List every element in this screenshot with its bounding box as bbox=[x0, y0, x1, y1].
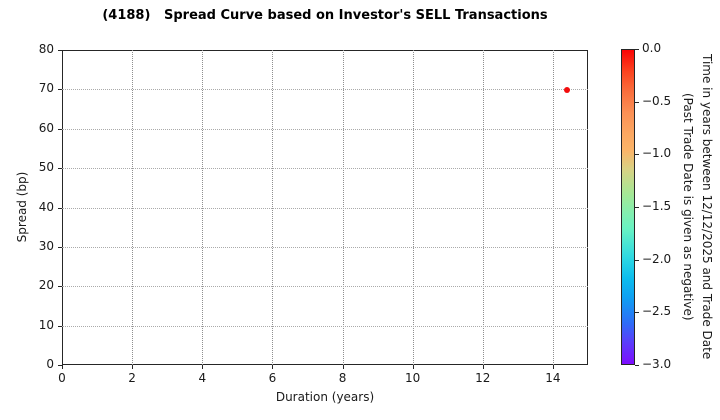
x-tick-label: 4 bbox=[198, 371, 207, 385]
colorbar-tick-label: −3.0 bbox=[642, 357, 672, 371]
colorbar-label-line2: (Past Trade Date is given as negative) bbox=[681, 93, 695, 321]
colorbar-tick-label: −0.5 bbox=[642, 93, 672, 108]
y-tick-mark bbox=[58, 207, 62, 209]
x-tick-mark bbox=[202, 365, 204, 369]
x-tick-mark bbox=[272, 365, 274, 369]
horizontal-gridline bbox=[62, 89, 588, 91]
colorbar-tick-mark bbox=[635, 101, 639, 103]
y-tick-label: 20 bbox=[38, 278, 54, 293]
y-tick-label: 50 bbox=[38, 160, 54, 175]
x-tick-label: 12 bbox=[475, 371, 491, 385]
colorbar-tick-label: −2.0 bbox=[642, 251, 672, 266]
x-tick-mark bbox=[482, 365, 484, 369]
x-tick-label: 6 bbox=[268, 371, 277, 385]
x-tick-label: 10 bbox=[405, 371, 421, 385]
x-tick-label: 8 bbox=[338, 371, 347, 385]
y-tick-mark bbox=[58, 325, 62, 327]
x-tick-label: 0 bbox=[58, 371, 66, 385]
colorbar-label: Time in years between 12/12/2025 and Tra… bbox=[676, 49, 716, 365]
colorbar-tick-mark bbox=[635, 365, 639, 366]
data-point bbox=[563, 87, 570, 94]
y-tick-label: 80 bbox=[38, 42, 54, 56]
y-tick-mark bbox=[58, 89, 62, 91]
colorbar-tick-mark bbox=[635, 49, 639, 50]
x-tick-mark bbox=[62, 365, 63, 369]
colorbar-tick-label: −1.5 bbox=[642, 199, 672, 213]
colorbar-tick-label: −2.5 bbox=[642, 304, 672, 319]
x-tick-mark bbox=[342, 365, 344, 369]
horizontal-gridline bbox=[62, 246, 588, 248]
colorbar-tick-mark bbox=[635, 207, 639, 208]
y-tick-label: 60 bbox=[38, 120, 54, 135]
y-tick-mark bbox=[58, 50, 62, 51]
colorbar-tick-label: −1.0 bbox=[642, 146, 672, 161]
x-axis-label: Duration (years) bbox=[275, 390, 375, 404]
y-tick-label: 70 bbox=[38, 81, 54, 96]
y-tick-mark bbox=[58, 168, 62, 170]
y-tick-label: 10 bbox=[38, 317, 54, 332]
x-tick-label: 2 bbox=[128, 371, 136, 385]
colorbar-tick-mark bbox=[635, 259, 639, 261]
horizontal-gridline bbox=[62, 325, 588, 327]
y-tick-label: 30 bbox=[38, 238, 54, 253]
x-tick-mark bbox=[552, 365, 554, 369]
horizontal-gridline bbox=[62, 286, 588, 288]
colorbar-tick-mark bbox=[635, 312, 639, 314]
x-tick-mark bbox=[132, 365, 134, 369]
y-tick-mark bbox=[58, 246, 62, 248]
x-tick-label: 14 bbox=[545, 371, 561, 385]
colorbar-tick-mark bbox=[635, 154, 639, 156]
colorbar-label-line1: Time in years between 12/12/2025 and Tra… bbox=[700, 54, 714, 360]
x-tick-mark bbox=[412, 365, 414, 369]
y-tick-mark bbox=[58, 286, 62, 288]
y-tick-label: 40 bbox=[38, 199, 54, 214]
horizontal-gridline bbox=[62, 128, 588, 130]
horizontal-gridline bbox=[62, 207, 588, 209]
chart-title: (4188) Spread Curve based on Investor's … bbox=[102, 8, 548, 23]
y-tick-mark bbox=[58, 365, 62, 366]
colorbar bbox=[621, 49, 635, 365]
colorbar-tick-label: 0.0 bbox=[642, 41, 662, 55]
y-tick-mark bbox=[58, 128, 62, 130]
y-tick-label: 0 bbox=[46, 357, 54, 371]
horizontal-gridline bbox=[62, 168, 588, 170]
